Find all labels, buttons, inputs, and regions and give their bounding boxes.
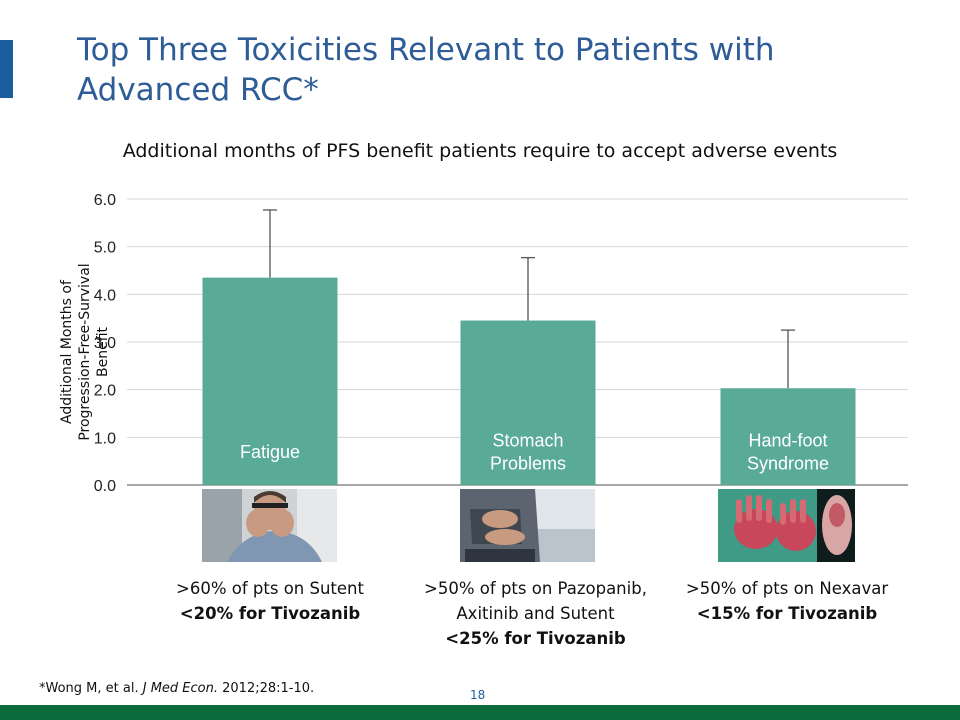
bar-category-label: Problems [490, 454, 566, 474]
bar-category-label: Hand-foot [748, 431, 827, 451]
y-tick-label: 2.0 [94, 383, 116, 400]
stomach-problems-photo [460, 489, 595, 562]
y-tick-label: 0.0 [94, 478, 116, 495]
bar-chart: FatigueStomachProblemsHand-footSyndrome … [94, 192, 908, 495]
y-tick-label: 6.0 [94, 192, 116, 209]
slide-title: Top Three Toxicities Relevant to Patient… [77, 32, 775, 108]
caption-hand-foot-line-1: >50% of pts on Nexavar [685, 579, 889, 598]
hand-foot-syndrome-photo [718, 489, 855, 562]
y-tick-label: 3.0 [94, 335, 116, 352]
footnote-prefix: *Wong M, et al. [39, 681, 143, 696]
bar-category-label: Fatigue [240, 442, 300, 462]
caption-hand-foot: >50% of pts on Nexavar <15% for Tivozani… [672, 576, 902, 626]
footnote: *Wong M, et al. J Med Econ. 2012;28:1-10… [39, 681, 314, 696]
bar-category-label: Syndrome [747, 454, 829, 474]
fatigue-photo [202, 489, 337, 562]
caption-stomach-bold: <25% for Tivozanib [445, 629, 626, 648]
caption-stomach-line-2: Axitinib and Sutent [456, 604, 615, 623]
footnote-journal: J Med Econ. [142, 681, 218, 696]
bar [720, 388, 856, 485]
y-tick-label: 5.0 [94, 240, 116, 257]
page-number: 18 [470, 688, 486, 702]
y-tick-label: 1.0 [94, 430, 116, 447]
bottom-bar [0, 705, 960, 720]
chart-title: Additional months of PFS benefit patient… [122, 140, 838, 162]
footnote-suffix: 2012;28:1-10. [218, 681, 315, 696]
y-tick-label: 4.0 [94, 287, 116, 304]
bar [202, 277, 338, 485]
caption-fatigue-line-1: >60% of pts on Sutent [176, 579, 364, 598]
caption-fatigue-bold: <20% for Tivozanib [179, 604, 361, 623]
bar [460, 320, 596, 485]
caption-hand-foot-bold: <15% for Tivozanib [696, 604, 878, 623]
bar-category-label: Stomach [492, 431, 563, 451]
accent-bar [0, 40, 13, 98]
caption-stomach-line-1: >50% of pts on Pazopanib, [424, 579, 647, 598]
caption-stomach: >50% of pts on Pazopanib, Axitinib and S… [403, 576, 668, 651]
caption-fatigue: >60% of pts on Sutent <20% for Tivozanib [155, 576, 385, 626]
